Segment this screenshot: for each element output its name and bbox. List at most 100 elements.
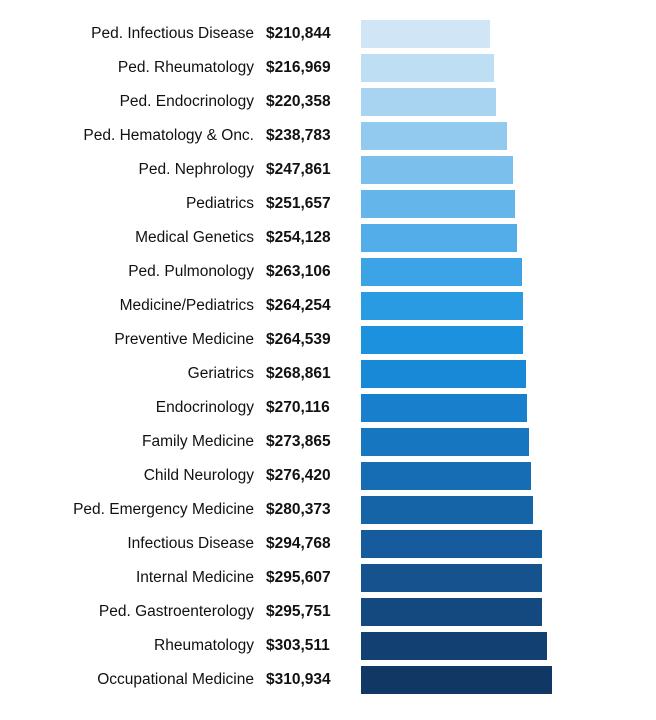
- salary-value: $264,254: [266, 297, 361, 315]
- specialty-label: Internal Medicine: [30, 569, 266, 587]
- bar-track: [361, 224, 626, 252]
- specialty-label: Child Neurology: [30, 467, 266, 485]
- specialty-label: Medical Genetics: [30, 229, 266, 247]
- specialty-label: Medicine/Pediatrics: [30, 297, 266, 315]
- bar-track: [361, 564, 626, 592]
- bar-track: [361, 462, 626, 490]
- bar-fill: [361, 564, 542, 592]
- salary-value: $280,373: [266, 501, 361, 519]
- specialty-label: Ped. Hematology & Onc.: [30, 127, 266, 145]
- chart-row: Rheumatology$303,511: [30, 632, 626, 660]
- bar-track: [361, 428, 626, 456]
- specialty-label: Ped. Endocrinology: [30, 93, 266, 111]
- bar-fill: [361, 20, 490, 48]
- specialty-label: Endocrinology: [30, 399, 266, 417]
- chart-row: Ped. Endocrinology$220,358: [30, 88, 626, 116]
- bar-fill: [361, 122, 507, 150]
- bar-fill: [361, 530, 542, 558]
- chart-row: Ped. Hematology & Onc.$238,783: [30, 122, 626, 150]
- bar-fill: [361, 88, 496, 116]
- salary-value: $295,751: [266, 603, 361, 621]
- salary-value: $263,106: [266, 263, 361, 281]
- salary-value: $251,657: [266, 195, 361, 213]
- specialty-label: Ped. Infectious Disease: [30, 25, 266, 43]
- specialty-label: Ped. Pulmonology: [30, 263, 266, 281]
- bar-track: [361, 88, 626, 116]
- salary-value: $247,861: [266, 161, 361, 179]
- chart-row: Medical Genetics$254,128: [30, 224, 626, 252]
- specialty-label: Preventive Medicine: [30, 331, 266, 349]
- salary-value: $273,865: [266, 433, 361, 451]
- specialty-label: Infectious Disease: [30, 535, 266, 553]
- chart-row: Ped. Infectious Disease$210,844: [30, 20, 626, 48]
- salary-value: $294,768: [266, 535, 361, 553]
- bar-track: [361, 292, 626, 320]
- chart-row: Child Neurology$276,420: [30, 462, 626, 490]
- bar-track: [361, 190, 626, 218]
- bar-track: [361, 598, 626, 626]
- bar-fill: [361, 666, 552, 694]
- bar-fill: [361, 360, 526, 388]
- chart-row: Preventive Medicine$264,539: [30, 326, 626, 354]
- bar-fill: [361, 292, 523, 320]
- bar-track: [361, 394, 626, 422]
- bar-track: [361, 666, 626, 694]
- chart-row: Pediatrics$251,657: [30, 190, 626, 218]
- bar-fill: [361, 394, 527, 422]
- chart-row: Endocrinology$270,116: [30, 394, 626, 422]
- specialty-label: Occupational Medicine: [30, 671, 266, 689]
- specialty-label: Ped. Gastroenterology: [30, 603, 266, 621]
- salary-bar-chart: Ped. Infectious Disease$210,844Ped. Rheu…: [30, 20, 626, 694]
- bar-fill: [361, 598, 542, 626]
- chart-row: Family Medicine$273,865: [30, 428, 626, 456]
- bar-track: [361, 122, 626, 150]
- bar-track: [361, 258, 626, 286]
- chart-row: Ped. Nephrology$247,861: [30, 156, 626, 184]
- specialty-label: Rheumatology: [30, 637, 266, 655]
- chart-row: Infectious Disease$294,768: [30, 530, 626, 558]
- bar-fill: [361, 632, 547, 660]
- bar-fill: [361, 462, 531, 490]
- bar-track: [361, 632, 626, 660]
- salary-value: $268,861: [266, 365, 361, 383]
- bar-fill: [361, 326, 523, 354]
- chart-row: Ped. Rheumatology$216,969: [30, 54, 626, 82]
- salary-value: $216,969: [266, 59, 361, 77]
- specialty-label: Pediatrics: [30, 195, 266, 213]
- bar-fill: [361, 428, 529, 456]
- bar-track: [361, 530, 626, 558]
- salary-value: $238,783: [266, 127, 361, 145]
- bar-fill: [361, 54, 494, 82]
- bar-track: [361, 156, 626, 184]
- bar-fill: [361, 156, 513, 184]
- bar-fill: [361, 258, 522, 286]
- salary-value: $303,511: [266, 637, 361, 655]
- bar-track: [361, 326, 626, 354]
- salary-value: $270,116: [266, 399, 361, 417]
- bar-fill: [361, 190, 515, 218]
- salary-value: $276,420: [266, 467, 361, 485]
- bar-fill: [361, 496, 533, 524]
- chart-row: Medicine/Pediatrics$264,254: [30, 292, 626, 320]
- specialty-label: Ped. Rheumatology: [30, 59, 266, 77]
- specialty-label: Geriatrics: [30, 365, 266, 383]
- salary-value: $264,539: [266, 331, 361, 349]
- bar-fill: [361, 224, 517, 252]
- bar-track: [361, 496, 626, 524]
- chart-row: Ped. Emergency Medicine$280,373: [30, 496, 626, 524]
- bar-track: [361, 54, 626, 82]
- salary-value: $210,844: [266, 25, 361, 43]
- bar-track: [361, 360, 626, 388]
- specialty-label: Ped. Emergency Medicine: [30, 501, 266, 519]
- salary-value: $220,358: [266, 93, 361, 111]
- bar-track: [361, 20, 626, 48]
- chart-row: Occupational Medicine$310,934: [30, 666, 626, 694]
- specialty-label: Family Medicine: [30, 433, 266, 451]
- chart-row: Geriatrics$268,861: [30, 360, 626, 388]
- chart-row: Ped. Pulmonology$263,106: [30, 258, 626, 286]
- salary-value: $310,934: [266, 671, 361, 689]
- chart-row: Ped. Gastroenterology$295,751: [30, 598, 626, 626]
- salary-value: $295,607: [266, 569, 361, 587]
- specialty-label: Ped. Nephrology: [30, 161, 266, 179]
- salary-value: $254,128: [266, 229, 361, 247]
